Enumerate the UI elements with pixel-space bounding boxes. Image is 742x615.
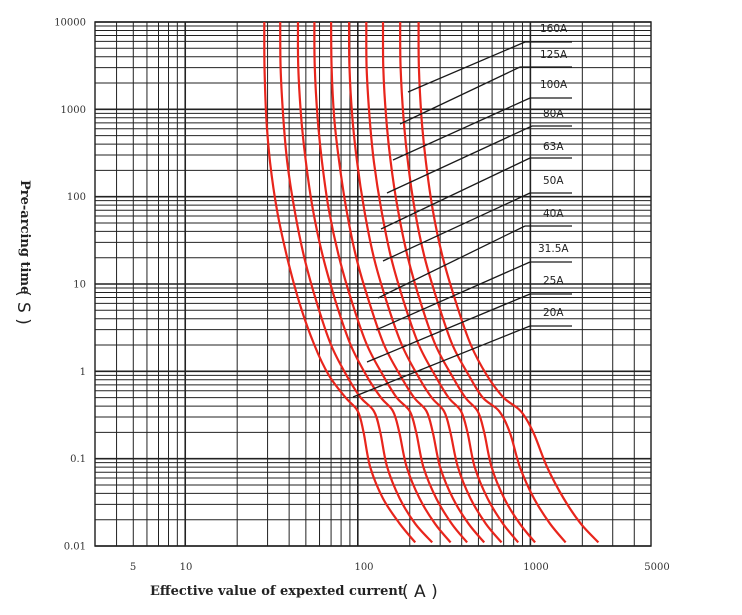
x-tick-label: 5000	[644, 562, 669, 573]
y-tick-label: 10	[73, 280, 86, 291]
y-tick-label: 0.1	[70, 454, 86, 465]
leader-line-25A	[366, 293, 531, 363]
legend-label-63A: 63A	[543, 141, 564, 153]
y-tick-label: 10000	[54, 18, 86, 29]
x-tick-label: 10	[180, 562, 193, 573]
x-tick-label: 1000	[523, 562, 548, 573]
chart-grid	[94, 21, 652, 547]
chart-curves	[263, 21, 600, 544]
curve-125A	[399, 21, 567, 544]
leader-line-63A	[380, 157, 531, 230]
y-axis-title: Pre-arcing time	[17, 180, 32, 294]
chart-legend: 20A 25A 31.5A 40A 50A 63A 80A 100A 125A 160A	[352, 23, 572, 398]
leader-line-160A	[407, 41, 526, 93]
curve-100A	[381, 21, 536, 544]
chart-tick-labels: 5 10 100 1000 5000 10000 1000 100 10 1 0.1 0.01	[54, 18, 670, 574]
x-tick-label: 5	[130, 562, 136, 573]
curve-160A	[417, 21, 600, 544]
leader-line-125A	[399, 66, 521, 125]
y-tick-label: 1	[80, 367, 86, 378]
leader-line-80A	[386, 125, 533, 194]
curve-63A	[347, 21, 503, 544]
x-tick-label: 100	[354, 562, 373, 573]
leader-line-100A	[392, 97, 531, 161]
y-tick-label: 100	[67, 192, 86, 203]
legend-label-125A: 125A	[540, 49, 568, 61]
curve-50A	[330, 21, 486, 544]
legend-label-40A: 40A	[543, 208, 564, 220]
curve-25A	[279, 21, 434, 544]
legend-label-25A: 25A	[543, 275, 564, 287]
leader-line-40A	[377, 225, 526, 299]
leader-line-50A	[382, 192, 531, 262]
x-axis-title: Effective value of expexted current	[150, 584, 404, 599]
leader-line-31-5A	[375, 261, 531, 331]
y-axis-unit: ( S )	[13, 290, 33, 325]
x-axis-unit: ( A )	[402, 582, 438, 602]
y-tick-label: 0.01	[64, 542, 86, 553]
legend-label-160A: 160A	[540, 23, 568, 35]
curve-40A	[313, 21, 468, 544]
legend-label-50A: 50A	[543, 175, 564, 187]
curve-20A	[263, 21, 417, 544]
legend-label-31-5A: 31.5A	[538, 243, 569, 255]
legend-label-20A: 20A	[543, 307, 564, 319]
y-tick-label: 1000	[61, 105, 86, 116]
leader-line-20A	[352, 325, 531, 398]
legend-label-80A: 80A	[543, 108, 564, 120]
curve-80A	[365, 21, 520, 544]
legend-label-100A: 100A	[540, 79, 568, 91]
curve-31-5A	[296, 21, 452, 544]
